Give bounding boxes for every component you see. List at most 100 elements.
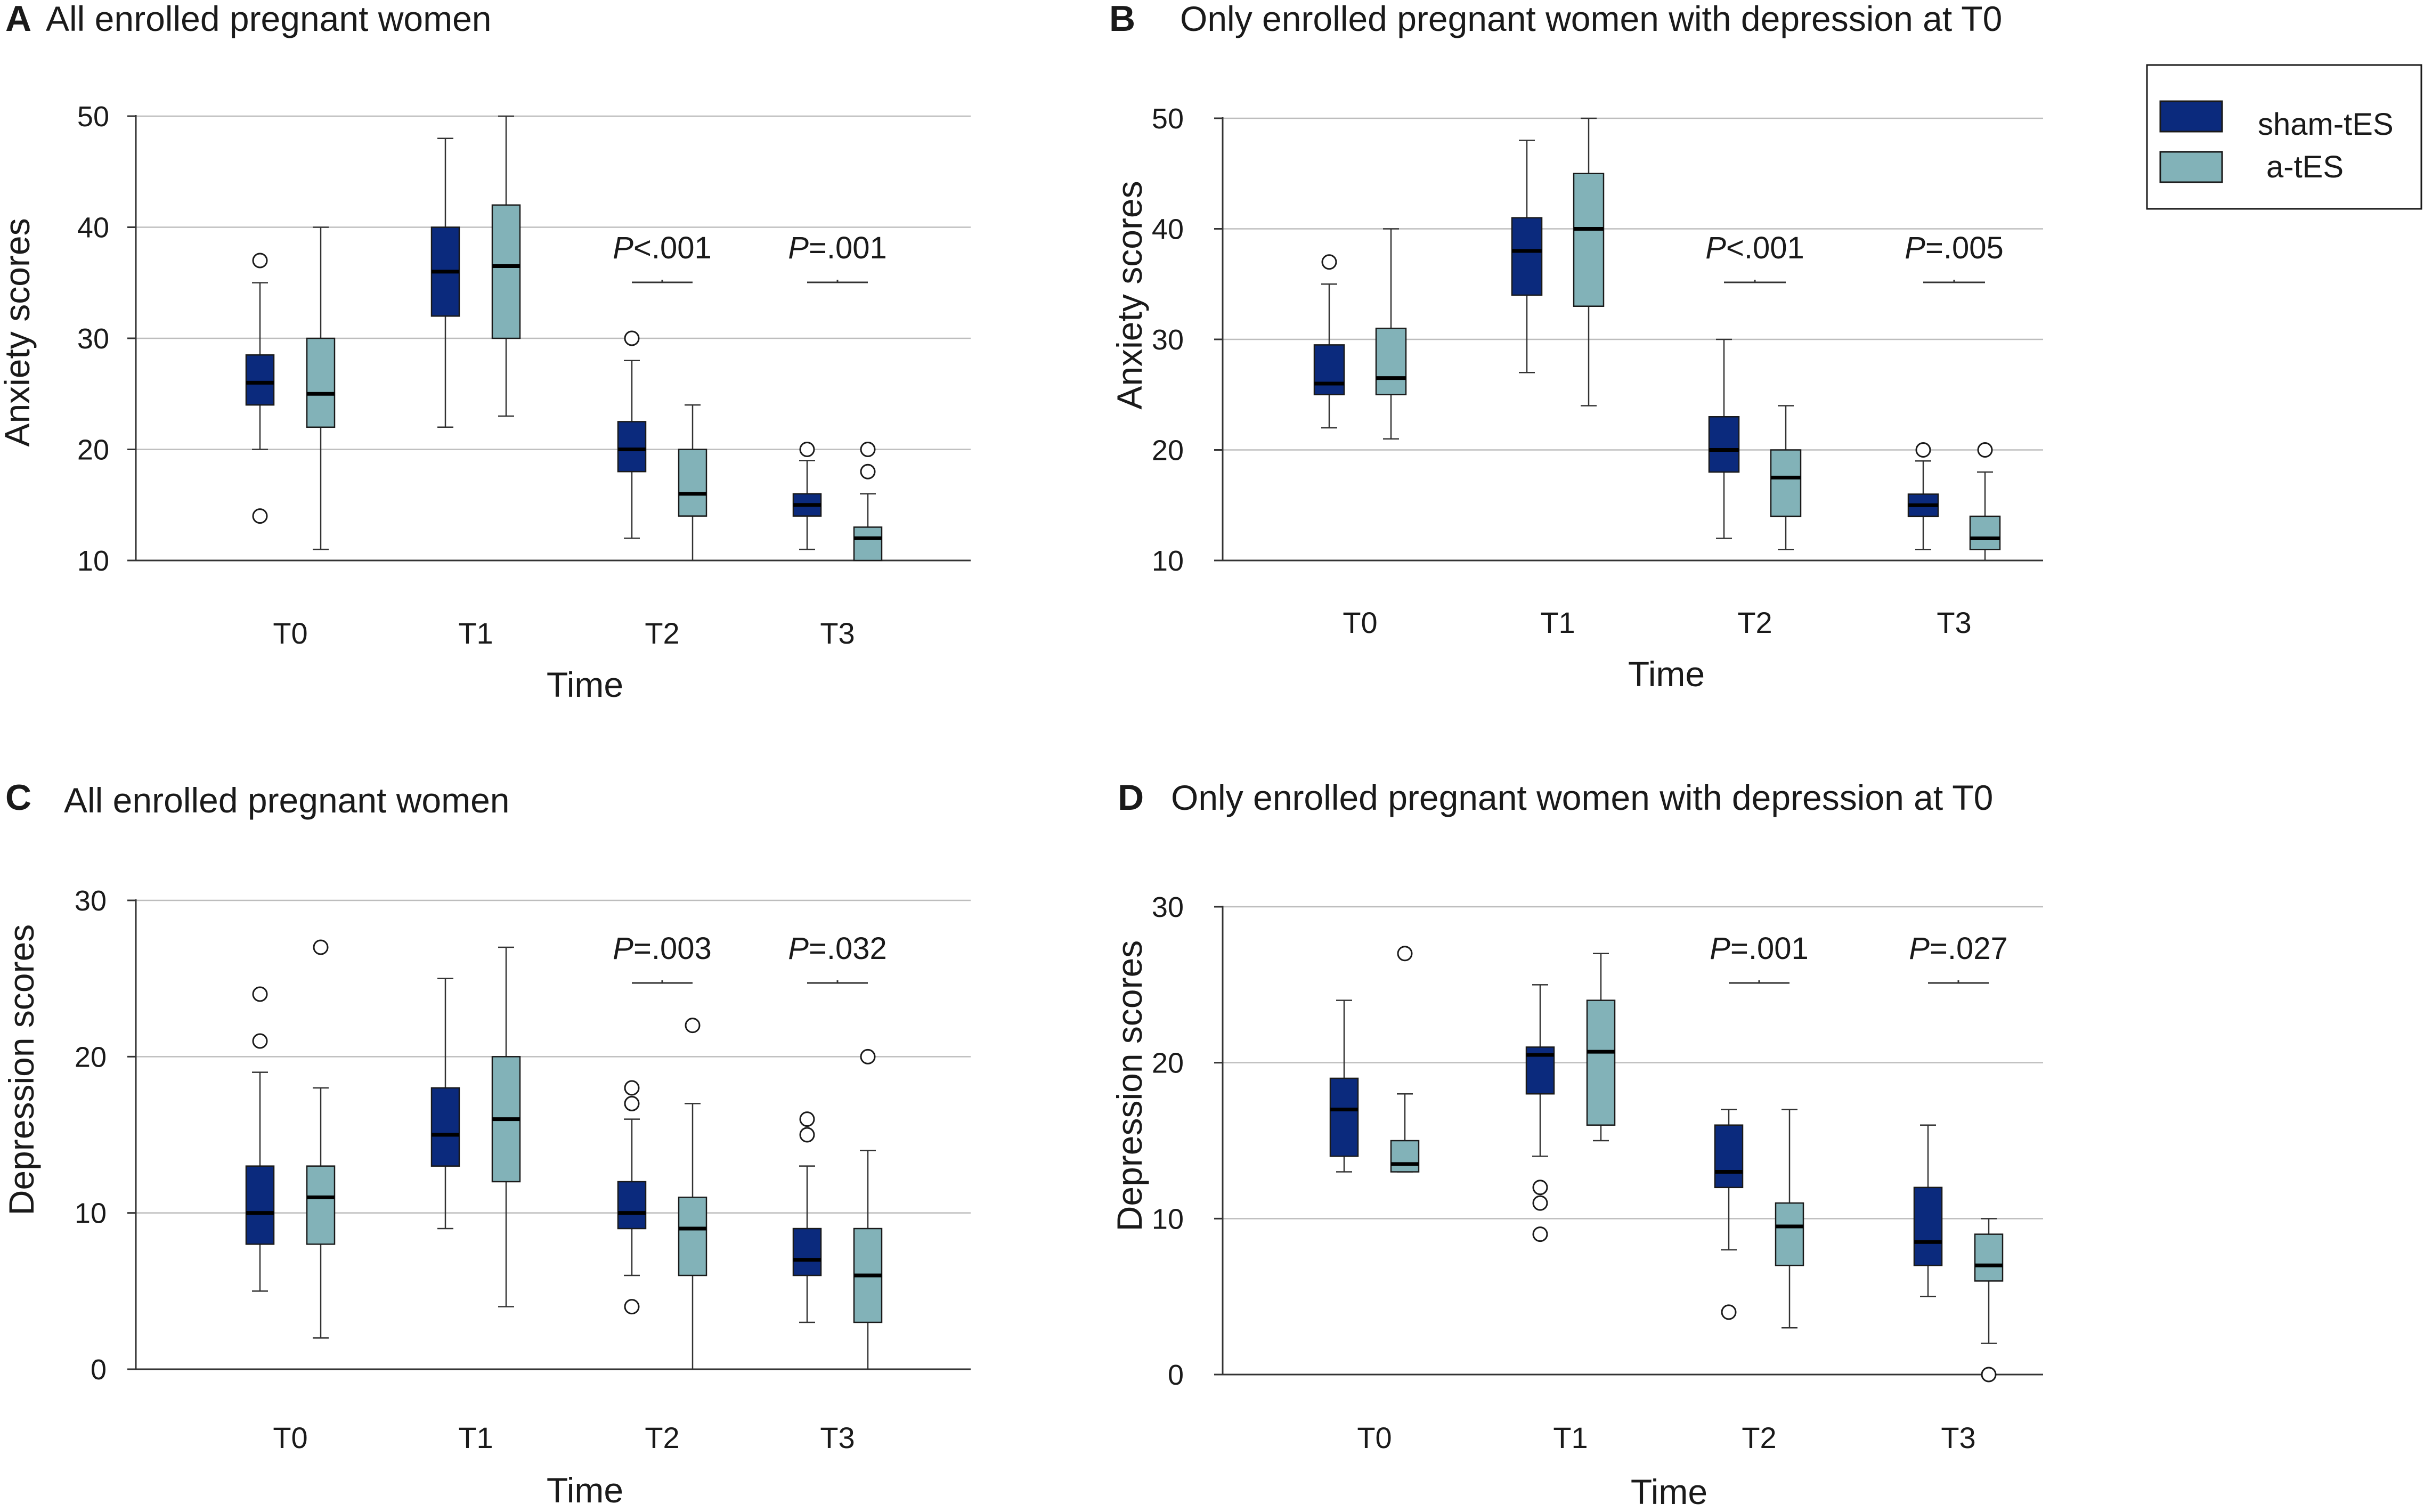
- panel-b-a-tes-t2-box: [1770, 449, 1802, 517]
- panel-c-a-tes-t3-outlier: [860, 1048, 876, 1064]
- panel-b-a-tes-t3-box: [1969, 515, 2001, 550]
- panel-d-x-tick-label-t1: T1: [1553, 1421, 1588, 1454]
- panel-a-y-tick-label: 40: [77, 212, 109, 244]
- panel-c-a-tes-t0-outlier: [313, 939, 329, 955]
- legend-swatch-sham-tes: [2159, 100, 2223, 133]
- panel-b-y-tick-label: 40: [1152, 214, 1184, 246]
- panel-b-a-tes-t1-box: [1573, 173, 1605, 307]
- panel-d-x-tick-label-t2: T2: [1742, 1421, 1776, 1454]
- panel-b-letter: B: [1109, 0, 1135, 39]
- panel-a-a-tes-t3-outlier: [860, 464, 876, 479]
- panel-b-x-tick-label-t1: T1: [1540, 606, 1575, 639]
- panel-a-a-tes-t2-box: [678, 449, 707, 517]
- panel-c-sham-tes-t0-box: [245, 1165, 275, 1245]
- panel-d-y-tick-label: 30: [1152, 891, 1184, 923]
- panel-b-sham-tes-t3-outlier: [1915, 442, 1931, 458]
- panel-d-a-tes-t3-box: [1974, 1233, 2004, 1282]
- panel-d-y-axis-title: Depression scores: [1110, 940, 1149, 1232]
- panel-d-x-axis-title: Time: [1631, 1472, 1707, 1509]
- panel-c-y-axis-title: Depression scores: [2, 924, 41, 1216]
- panel-c-x-tick-label-t1: T1: [458, 1421, 493, 1454]
- panel-b-y-tick-label: 20: [1152, 435, 1184, 467]
- legend: sham-tES a-tES: [2146, 64, 2422, 210]
- panel-c-x-tick-label-t0: T0: [273, 1421, 307, 1454]
- panel-a-letter: A: [5, 0, 31, 39]
- panel-a-x-tick-label-t1: T1: [458, 616, 493, 650]
- panel-c-sham-tes-t2-outlier: [624, 1080, 640, 1096]
- panel-a: A All enrolled pregnant women Time Anxie…: [0, 0, 971, 704]
- panel-d-title: Only enrolled pregnant women with depres…: [1171, 778, 1993, 817]
- panel-d-sham-tes-t2-box: [1714, 1124, 1744, 1189]
- panel-d-pvalue-t3-label: P=.027: [1909, 931, 2007, 966]
- panel-a-x-tick-label-t0: T0: [273, 616, 307, 650]
- panel-b-y-tick-label: 30: [1152, 324, 1184, 356]
- panel-b-sham-tes-t2-box: [1708, 416, 1740, 473]
- panel-d-sham-tes-t1-outlier: [1532, 1195, 1548, 1211]
- panel-b-a-tes-t0-box: [1375, 328, 1407, 395]
- panel-d-y-tick-label: 0: [1168, 1359, 1184, 1391]
- panel-a-sham-tes-t2-box: [617, 421, 647, 473]
- panel-b-sham-tes-t0-outlier: [1321, 254, 1337, 270]
- panel-c-y-tick-label: 10: [75, 1198, 107, 1230]
- panel-c-a-tes-t2-box: [678, 1197, 707, 1277]
- panel-b-x-axis-title: Time: [1628, 654, 1705, 694]
- panel-a-sham-tes-t2-outlier: [624, 330, 640, 346]
- panel-c-sham-tes-t2-outlier: [624, 1299, 640, 1315]
- panel-c-sham-tes-t3-outlier: [799, 1111, 815, 1127]
- panel-d-a-tes-t0-box: [1390, 1140, 1420, 1173]
- panel-c-a-tes-t0-box: [306, 1165, 336, 1245]
- panel-b-sham-tes-t0-box: [1313, 344, 1345, 395]
- panel-c-title: All enrolled pregnant women: [64, 781, 510, 820]
- panel-d-y-tick-label: 20: [1152, 1047, 1184, 1079]
- panel-d-sham-tes-t2-outlier: [1721, 1304, 1737, 1320]
- panel-a-a-tes-t1-box: [491, 204, 521, 339]
- panel-c-sham-tes-t0-outlier: [252, 1033, 268, 1049]
- panel-a-x-tick-label-t2: T2: [645, 616, 679, 650]
- panel-a-x-axis-title: Time: [547, 665, 623, 704]
- panel-d-x-tick-label-t0: T0: [1357, 1421, 1392, 1454]
- panel-b-title: Only enrolled pregnant women with depres…: [1180, 0, 2002, 38]
- panel-d-pvalue-t2-label: P=.001: [1710, 931, 1808, 966]
- panel-d-a-tes-t0-outlier: [1397, 946, 1413, 962]
- panel-b-y-tick-label: 10: [1152, 545, 1184, 577]
- panel-a-y-tick-label: 10: [77, 545, 109, 577]
- panel-a-sham-tes-t0-outlier: [252, 253, 268, 269]
- panel-b-y-axis-title: Anxiety scores: [1110, 181, 1149, 409]
- panel-a-pvalue-t2-label: P<.001: [613, 231, 711, 265]
- panel-d-plot-area: 0 10 20 30 T0 T1 T2 T3 P=.001 P=.027: [1152, 891, 2043, 1454]
- legend-swatch-a-tes: [2159, 151, 2223, 183]
- panel-c-sham-tes-t0-outlier: [252, 986, 268, 1002]
- panel-d-sham-tes-t0-box: [1329, 1077, 1359, 1157]
- panel-d-letter: D: [1118, 777, 1144, 818]
- panel-d-sham-tes-t3-box: [1913, 1186, 1943, 1266]
- panel-c-pvalue-t2-label: P=.003: [613, 931, 711, 966]
- panel-c-letter: C: [5, 777, 31, 818]
- panel-c-sham-tes-t2-box: [617, 1181, 647, 1230]
- panel-a-y-tick-label: 50: [77, 101, 109, 133]
- panel-a-a-tes-t3-box: [853, 526, 883, 562]
- panel-b-plot-area: 10 20 30 40 50 T0 T1 T2 T3 P<.001 P=.005: [1152, 103, 2043, 639]
- legend-frame: [2146, 64, 2422, 210]
- panel-a-a-tes-t3-outlier: [860, 442, 876, 457]
- panel-b-x-tick-label-t3: T3: [1937, 606, 1971, 639]
- panel-d: D Only enrolled pregnant women with depr…: [1110, 777, 2043, 1511]
- panel-d-sham-tes-t1-outlier: [1532, 1180, 1548, 1196]
- panel-b-x-tick-label-t0: T0: [1343, 606, 1377, 639]
- panel-c-x-tick-label-t2: T2: [645, 1421, 679, 1454]
- panel-b-sham-tes-t1-box: [1511, 217, 1543, 296]
- panel-b-x-tick-label-t2: T2: [1737, 606, 1772, 639]
- panel-a-y-axis-title: Anxiety scores: [0, 218, 37, 446]
- panel-b-a-tes-t3-outlier: [1977, 442, 1993, 458]
- panel-c-y-tick-label: 0: [91, 1354, 107, 1386]
- panel-a-y-tick-label: 20: [77, 434, 109, 466]
- panel-c-a-tes-t2-outlier: [685, 1018, 701, 1034]
- legend-label-a-tes: a-tES: [2266, 150, 2344, 184]
- panel-c-x-axis-title: Time: [547, 1470, 623, 1509]
- panel-a-y-tick-label: 30: [77, 323, 109, 355]
- panel-d-a-tes-t2-box: [1775, 1202, 1804, 1266]
- panel-c-sham-tes-t3-outlier: [799, 1127, 815, 1143]
- panel-a-sham-tes-t0-box: [245, 354, 275, 406]
- panel-b-pvalue-t3-label: P=.005: [1905, 231, 2003, 265]
